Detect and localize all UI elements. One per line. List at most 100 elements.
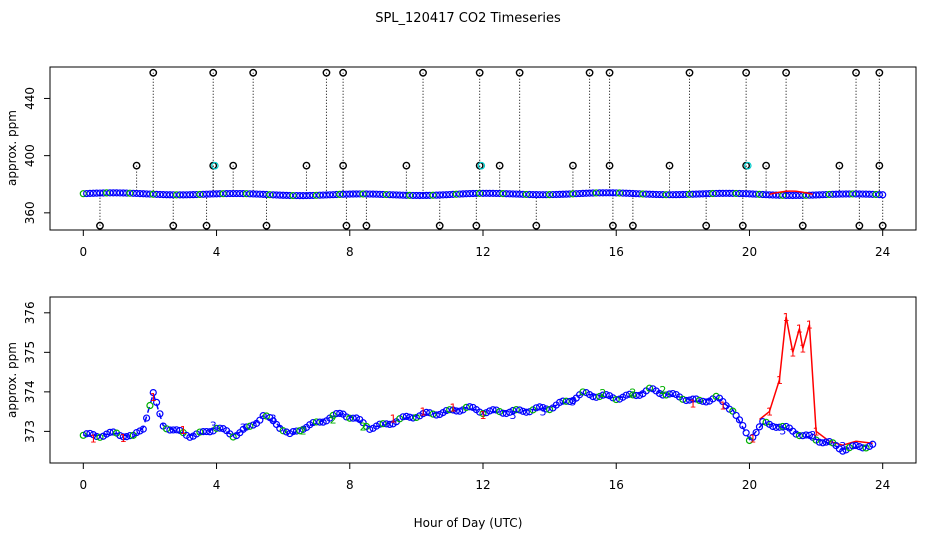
baseline-point: [216, 190, 224, 198]
series-point: [462, 403, 470, 411]
series-point: [346, 414, 354, 422]
spike-digit-label: 1: [799, 342, 806, 355]
outlier-point: [209, 68, 218, 77]
series-point: [665, 390, 674, 398]
series-point: [106, 428, 114, 436]
series-point: [629, 391, 637, 399]
series-point: [772, 423, 780, 431]
baseline-point: [319, 191, 327, 199]
baseline-point: [169, 191, 177, 199]
series-point: [406, 413, 414, 421]
outlier-point: [435, 221, 444, 230]
series-point: [522, 408, 530, 416]
series-digit-label: 3: [509, 409, 516, 422]
baseline-point: [516, 190, 524, 198]
series-point: [149, 388, 157, 397]
series-point: [595, 392, 604, 401]
baseline-point: [559, 190, 567, 198]
series-point: [256, 416, 264, 424]
baseline-point: [532, 191, 540, 199]
baseline-point: [286, 191, 294, 200]
top-outlier-droplines: [99, 72, 884, 226]
baseline-point: [632, 190, 640, 198]
baseline-point: [645, 190, 654, 198]
baseline-point: [432, 191, 440, 199]
baseline-point: [369, 190, 377, 198]
spike-digit-label: 1: [806, 319, 813, 332]
outlier-point: [782, 68, 790, 77]
series-point: [139, 425, 147, 433]
spike-digit-label: 1: [813, 425, 820, 438]
series-point: [735, 416, 744, 424]
baseline-point: [439, 191, 447, 199]
baseline-point: [189, 191, 197, 199]
baseline-point: [252, 190, 261, 198]
baseline-point: [672, 191, 680, 199]
baseline-point: [739, 190, 747, 198]
baseline-point: [565, 190, 574, 198]
baseline-point: [139, 190, 147, 198]
baseline-point: [142, 190, 151, 198]
series-digit-label: 1: [689, 397, 696, 410]
series-digit-label: 3: [270, 412, 277, 425]
series-point: [366, 425, 374, 433]
bottom-x-tick-label: 0: [79, 478, 87, 492]
baseline-point: [196, 190, 204, 199]
series-point: [759, 418, 767, 426]
outlier-point: [132, 161, 141, 170]
series-point: [296, 427, 304, 435]
baseline-point: [629, 189, 637, 198]
series-point: [172, 426, 181, 434]
baseline-point: [459, 190, 467, 198]
baseline-point: [356, 190, 364, 198]
baseline-point: [322, 191, 331, 199]
baseline-point: [862, 190, 870, 198]
series-point: [312, 418, 321, 426]
series-point: [659, 391, 667, 399]
top-red-spike-trace: [769, 190, 813, 196]
series-point: [702, 398, 710, 406]
baseline-point: [852, 190, 860, 198]
series-digit-label: 3: [210, 420, 217, 433]
baseline-point: [832, 190, 840, 198]
baseline-point: [592, 189, 600, 197]
baseline-point: [875, 191, 883, 199]
series-1-line: [759, 316, 873, 446]
baseline-point: [352, 190, 361, 198]
series-point: [196, 428, 204, 436]
series-point: [556, 398, 564, 407]
baseline-point: [129, 189, 137, 197]
baseline-point: [262, 190, 271, 199]
series-point: [782, 422, 790, 431]
bottom-y-tick-label: 376: [23, 301, 37, 324]
series-point: [625, 390, 634, 398]
baseline-point: [349, 190, 357, 198]
outlier-point: [585, 68, 594, 77]
series-point: [426, 409, 434, 417]
series-point: [802, 431, 810, 439]
outlier-point: [402, 161, 411, 170]
baseline-point: [259, 190, 267, 198]
cyan-outlier-point: [477, 161, 486, 170]
series-point: [319, 418, 327, 426]
baseline-point: [206, 190, 214, 198]
baseline-point: [585, 189, 594, 197]
baseline-point: [695, 190, 704, 198]
baseline-point: [133, 189, 141, 198]
top-x-tick-label: 4: [213, 245, 221, 259]
series-digit-label: 1: [150, 391, 157, 404]
baseline-point: [729, 189, 737, 197]
baseline-point: [379, 190, 387, 199]
baseline-point: [705, 190, 714, 198]
baseline-point: [199, 190, 207, 198]
outlier-point: [475, 68, 484, 77]
top-x-tick-label: 0: [79, 245, 87, 259]
baseline-point: [579, 189, 587, 197]
baseline-point: [149, 190, 157, 198]
series-point: [682, 396, 690, 405]
series-digit-label: 2: [330, 414, 337, 427]
series-point: [429, 410, 437, 418]
series-point: [486, 407, 494, 415]
baseline-point: [689, 190, 697, 198]
series-point: [456, 407, 464, 415]
